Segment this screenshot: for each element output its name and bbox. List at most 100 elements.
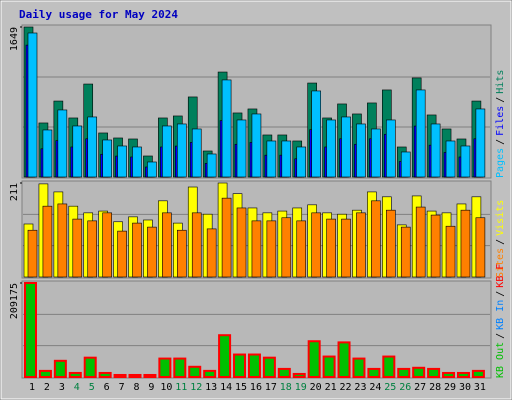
x-tick-label: 7 <box>119 382 125 393</box>
bar <box>57 203 68 278</box>
x-tick-label: 18 <box>280 382 292 393</box>
x-tick-label: 30 <box>459 382 471 393</box>
legend-separator: / <box>495 333 506 339</box>
bar <box>83 356 97 378</box>
bar <box>233 353 247 378</box>
bar <box>460 209 471 278</box>
x-tick-label: 19 <box>295 382 307 393</box>
bar <box>442 371 456 378</box>
bar <box>445 140 456 178</box>
x-tick-label: 3 <box>59 382 65 393</box>
bar <box>341 218 351 278</box>
bar <box>206 153 217 178</box>
bar <box>296 146 307 178</box>
legend-entry: KB Out <box>495 342 506 378</box>
bar <box>311 90 321 178</box>
legend: Sites / Visits <box>495 200 506 278</box>
chart-title: Daily usage for May 2024 <box>19 8 178 21</box>
legend-entry: Visits <box>495 200 506 236</box>
bar <box>262 356 276 378</box>
legend-separator: / <box>495 291 506 297</box>
x-tick-label: 29 <box>444 382 456 393</box>
bar <box>281 217 292 278</box>
legend-entry: Files <box>495 106 506 136</box>
x-tick-label: 8 <box>133 382 139 393</box>
bar <box>415 206 426 278</box>
bar <box>221 79 232 178</box>
x-tick-label: 4 <box>74 382 80 393</box>
x-tick-label: 15 <box>235 382 247 393</box>
x-tick-label: 12 <box>190 382 202 393</box>
bar <box>456 371 470 378</box>
bar <box>292 372 306 378</box>
bar <box>87 220 98 278</box>
x-tick-label: 20 <box>310 382 322 393</box>
bar <box>53 359 67 378</box>
bar <box>132 222 142 278</box>
bar <box>191 212 202 278</box>
bar <box>352 357 366 378</box>
legend-entry: Pages <box>495 148 506 178</box>
bar <box>337 341 351 379</box>
y-tick-label: 1649 <box>9 27 20 51</box>
x-tick-label: 5 <box>89 382 95 393</box>
legend-entry: Hits <box>495 70 506 94</box>
x-tick-label: 6 <box>104 382 110 393</box>
bar <box>371 200 381 278</box>
x-tick-label: 27 <box>414 382 426 393</box>
bar <box>326 218 336 278</box>
bar <box>42 205 53 278</box>
x-tick-label: 28 <box>429 382 441 393</box>
bar <box>206 228 217 278</box>
bar <box>266 140 277 178</box>
bar <box>98 371 112 378</box>
x-tick-label: 31 <box>474 382 486 393</box>
bar <box>460 145 471 178</box>
bar <box>27 32 38 178</box>
bar <box>356 212 366 278</box>
bar <box>386 119 396 178</box>
x-tick-label: 21 <box>325 382 337 393</box>
bar <box>266 220 277 278</box>
legend: Pages / Files / Hits <box>495 70 506 178</box>
bar <box>400 226 411 278</box>
bar <box>471 369 485 378</box>
bar <box>356 123 366 178</box>
bar <box>475 217 486 278</box>
bar <box>412 366 426 379</box>
x-tick-label: 14 <box>220 382 232 393</box>
x-tick-label: 9 <box>148 382 154 393</box>
bar <box>57 109 68 178</box>
x-tick-label: 2 <box>44 382 50 393</box>
x-tick-label: 25 <box>384 382 396 393</box>
x-tick-label: 1 <box>29 382 35 393</box>
bar <box>132 146 142 178</box>
y-tick-label: 209175 <box>9 283 20 319</box>
bar <box>367 367 381 378</box>
x-tick-label: 26 <box>399 382 411 393</box>
bar <box>27 229 38 278</box>
x-tick-label: 16 <box>250 382 262 393</box>
bar <box>24 282 37 378</box>
bar <box>400 151 411 178</box>
bar <box>281 140 292 178</box>
bar <box>72 218 83 278</box>
bar <box>307 340 321 379</box>
bar <box>102 139 112 178</box>
legend-separator: / <box>495 239 506 245</box>
bar <box>236 207 247 278</box>
bar <box>430 214 441 278</box>
bar <box>445 225 456 278</box>
bar <box>42 129 53 178</box>
y-tick-label: 211 <box>9 183 20 201</box>
bar <box>251 220 262 278</box>
bar <box>87 116 98 178</box>
bar <box>322 355 336 379</box>
legend-entry: Sites <box>495 248 506 278</box>
bar <box>173 357 187 378</box>
bar <box>311 212 321 278</box>
bar <box>203 369 217 378</box>
bar <box>397 367 411 378</box>
x-tick-label: 22 <box>340 382 352 393</box>
